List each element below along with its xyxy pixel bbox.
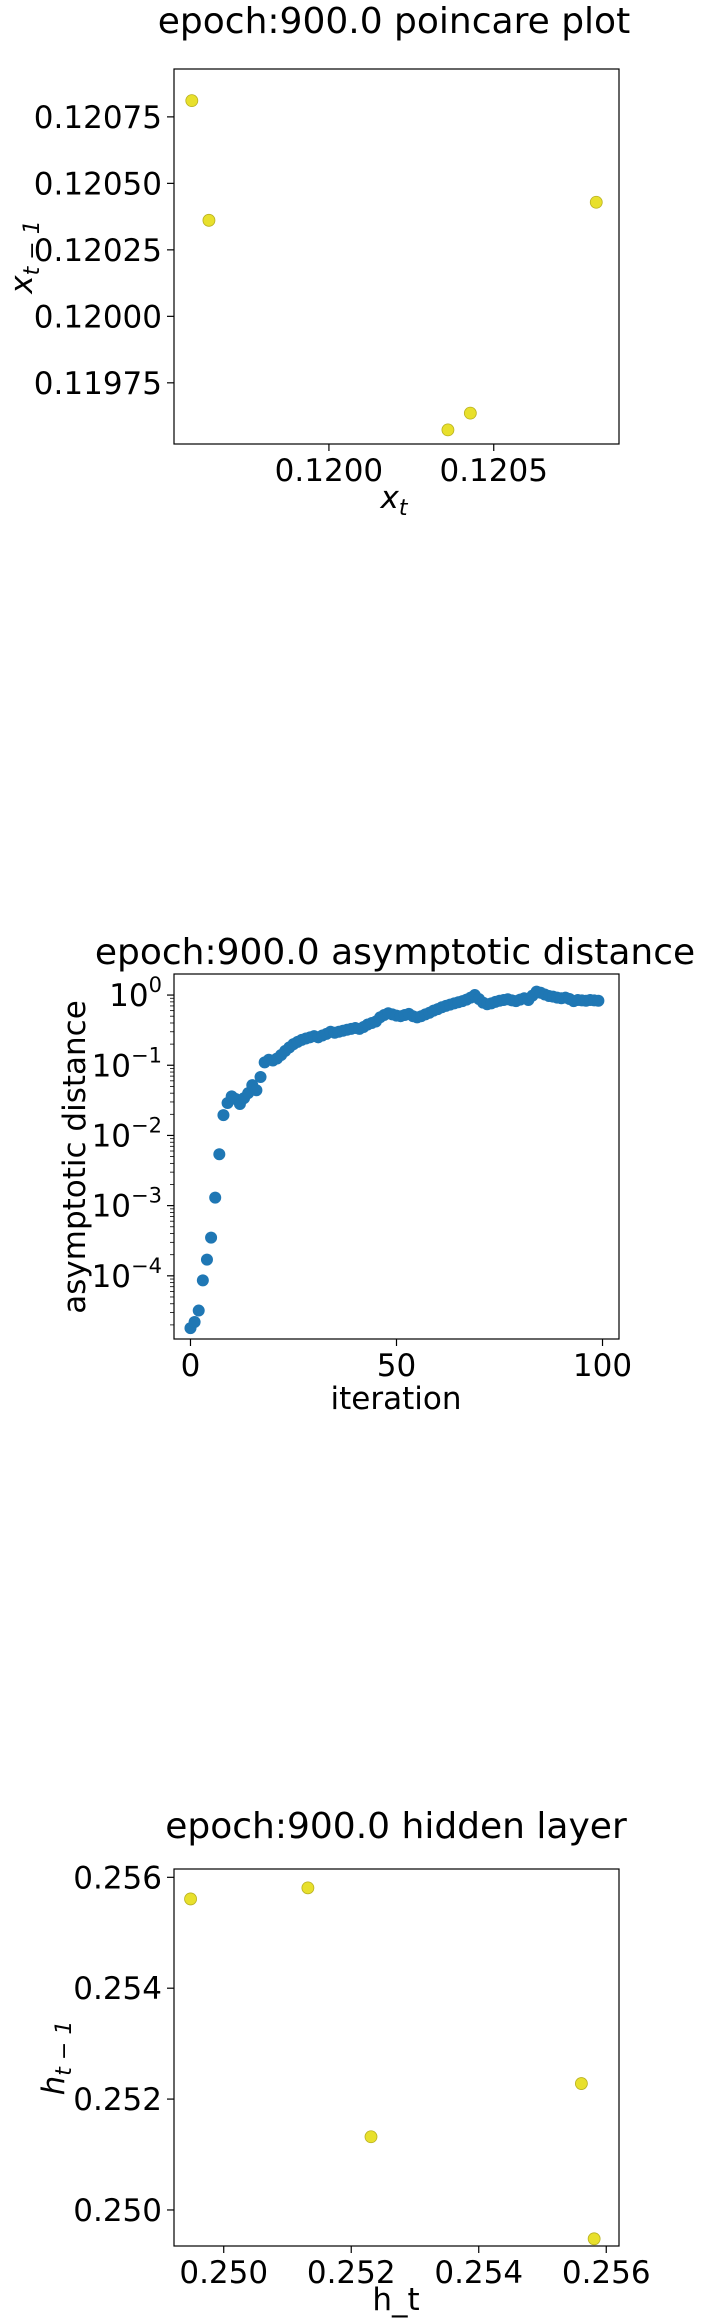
asymptotic-xtick-label: 0 [181,1348,201,1384]
hidden-layer-point [184,1892,197,1906]
asymptotic-ytick-label: 100 [109,973,162,1014]
asymptotic-point [213,1148,226,1161]
poincare-plot-ylabel: xt − 1 [4,220,45,294]
hidden-layer-point [587,2232,601,2246]
asymptotic-distance-ticks: 0 50 100 10−4 10−3 10−2 10−1 100 [92,973,633,1384]
poincare-point [589,195,603,209]
hidden-layer-xlabel: h_t [372,2282,419,2318]
hidden-layer-chart: epoch:900.0 hidden layer 0.250 0.252 0.254… [36,1806,651,2318]
hidden-layer-ylabel: ht − 1 [36,2021,77,2096]
poincare-point [185,94,199,108]
asymptotic-point [205,1231,218,1244]
poincare-ytick-label: 0.12050 [34,166,162,202]
poincare-ytick-label: 0.12000 [34,299,162,335]
hidden-layer-xtick-label: 0.250 [179,2255,268,2291]
poincare-plot-points [185,94,603,437]
asymptotic-xtick-label: 50 [377,1348,416,1384]
asymptotic-xtick-label: 100 [573,1348,632,1384]
asymptotic-ytick-label: 10−2 [92,1113,162,1154]
poincare-plot-title: epoch:900.0 poincare plot [158,1,630,42]
asymptotic-point [200,1253,213,1266]
asymptotic-point [188,1315,201,1328]
poincare-xtick-label: 0.1200 [275,453,383,489]
poincare-plot-chart: epoch:900.0 poincare plot 0.1200 0.12050.… [4,1,630,521]
hidden-layer-points [184,1881,601,2246]
poincare-plot-area [173,68,620,445]
asymptotic-point [192,1304,205,1317]
asymptotic-point [254,1071,267,1084]
hidden-layer-ytick-label: 0.256 [73,1860,162,1896]
poincare-ytick-label: 0.12025 [34,233,162,269]
asymptotic-point [250,1084,263,1097]
hidden-layer-point [574,2077,588,2090]
hidden-layer-point [301,1881,315,1895]
poincare-ytick-label: 0.11975 [34,366,162,402]
poincare-point [441,423,455,437]
hidden-layer-ticks: 0.250 0.252 0.254 0.256 0.250 0.252 0.254 0.256 [73,1860,650,2291]
asymptotic-distance-points [184,985,605,1335]
asymptotic-point [196,1274,209,1287]
asymptotic-distance-title: epoch:900.0 asymptotic distance [95,932,695,973]
poincare-plot-xlabel: xt [380,480,409,521]
hidden-layer-plot-area [173,1868,620,2247]
asymptotic-point [592,994,605,1007]
asymptotic-ytick-label: 10−1 [92,1043,162,1084]
asymptotic-distance-xlabel: iteration [331,1381,462,1417]
poincare-plot-ticks: 0.1200 0.1205 0.11975 0.12000 0.12025 0.12050… [34,100,548,489]
hidden-layer-xtick-label: 0.256 [562,2255,651,2291]
hidden-layer-ytick-label: 0.250 [73,2193,162,2229]
asymptotic-distance-chart: epoch:900.0 asymptotic distance 0 50 100 10… [57,932,695,1417]
hidden-layer-xtick-label: 0.252 [307,2255,396,2291]
asymptotic-point [217,1109,230,1122]
asymptotic-ytick-label: 10−4 [92,1254,162,1295]
asymptotic-ytick-label: 10−3 [92,1184,162,1225]
asymptotic-distance-plot-area [173,973,620,1340]
asymptotic-point [209,1191,222,1204]
asymptotic-distance-ylabel: asymptotic distance [57,1000,93,1314]
hidden-layer-xtick-label: 0.254 [434,2255,523,2291]
hidden-layer-ytick-label: 0.252 [73,2082,162,2118]
poincare-point [463,406,477,420]
hidden-layer-ytick-label: 0.254 [73,1971,162,2007]
poincare-ytick-label: 0.12075 [34,100,162,136]
poincare-point [202,213,216,227]
hidden-layer-title: epoch:900.0 hidden layer [165,1806,627,1847]
hidden-layer-point [364,2130,378,2144]
poincare-xtick-label: 0.1205 [439,453,547,489]
